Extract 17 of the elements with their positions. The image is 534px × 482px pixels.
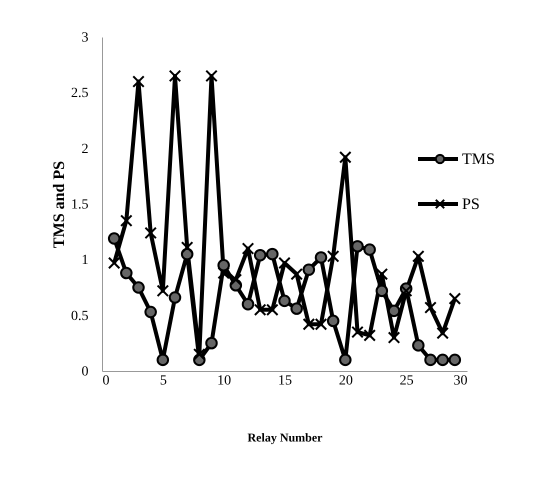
legend-label: TMS (462, 151, 495, 168)
x-tick-label: 30 (454, 374, 468, 388)
y-tick-label: 2 (82, 142, 88, 157)
y-tick-label: 0.5 (71, 308, 88, 324)
x-tick-label: 5 (160, 374, 167, 388)
y-tick-label: 1.5 (71, 198, 88, 212)
x-axis-title: Relay Number (248, 430, 324, 444)
y-tick-label: 3 (82, 30, 88, 46)
y-axis-title: TMS and PS (51, 160, 68, 248)
y-tick-label: 2.5 (71, 86, 88, 102)
x-tick-label: 10 (217, 374, 232, 388)
legend-label: PS (462, 196, 480, 213)
x-tick-label: 0 (102, 374, 110, 388)
x-tick-label: 20 (338, 374, 353, 388)
x-tick-label: 15 (278, 374, 292, 388)
y-tick-label: 1 (82, 253, 88, 268)
x-tick-label: 25 (400, 374, 414, 388)
